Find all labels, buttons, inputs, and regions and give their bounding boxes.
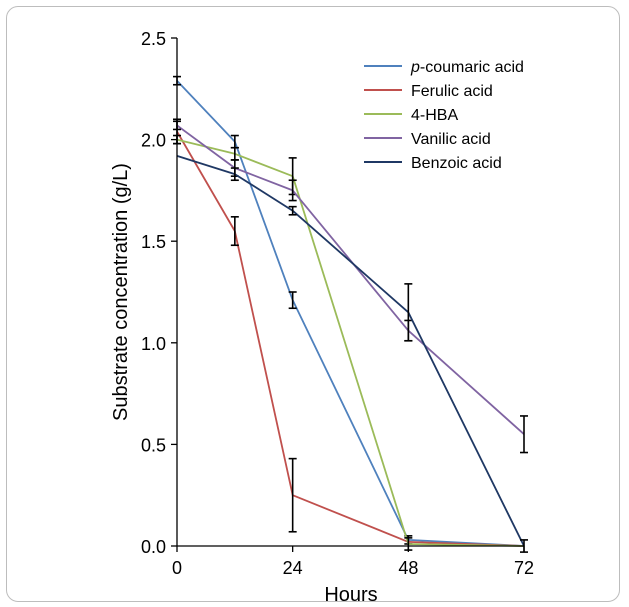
y-tick-label: 1.0 [141,334,166,354]
error-bar [230,167,239,182]
series-line [176,138,525,547]
legend-label: Ferulic acid [411,83,493,100]
legend-label: Benzoic acid [411,155,502,172]
x-tick-label: 72 [514,558,534,578]
y-tick-label: 1.5 [141,232,166,252]
legend-label: 4-HBA [411,107,458,124]
error-bar [230,216,239,247]
figure-frame [6,6,620,602]
error-bar [404,283,413,342]
y-tick-label: 0.5 [141,435,166,455]
legend-item: Vanilic acid [364,131,491,148]
ticks-layer: 0.0 0.5 1.0 1.5 2.0 2.5 0 24 48 72 [141,29,534,578]
series-line [176,131,525,547]
x-tick-label: 24 [283,558,303,578]
axes-layer [176,38,524,547]
error-bar [288,205,297,216]
legend-label: Vanilic acid [411,131,491,148]
error-bar [520,415,528,454]
x-tick-label: 0 [172,558,182,578]
legend-item: Benzoic acid [364,155,502,172]
error-bar [288,179,297,202]
series-2 [173,134,525,551]
series-line [176,80,525,547]
error-bar [230,134,239,149]
x-axis-label: Hours [324,584,377,606]
series-line [176,155,525,547]
error-bar [288,291,297,310]
series-4 [176,155,528,553]
series-1 [173,118,525,547]
error-bar [288,457,297,533]
x-tick-label: 48 [398,558,418,578]
legend-label: p-coumaric acid [410,59,524,76]
y-tick-label: 0.0 [141,537,166,557]
legend-item: Ferulic acid [364,83,493,100]
y-tick-label: 2.5 [141,29,166,49]
legend-item: p-coumaric acid [364,59,524,76]
legend-item: 4-HBA [364,107,458,124]
y-tick-label: 2.0 [141,131,166,151]
series-layer [173,75,528,553]
legend: p-coumaric acid Ferulic acid 4-HBA Vanilic … [364,59,524,172]
y-axis-label: Substrate concentration (g/L) [110,163,132,421]
